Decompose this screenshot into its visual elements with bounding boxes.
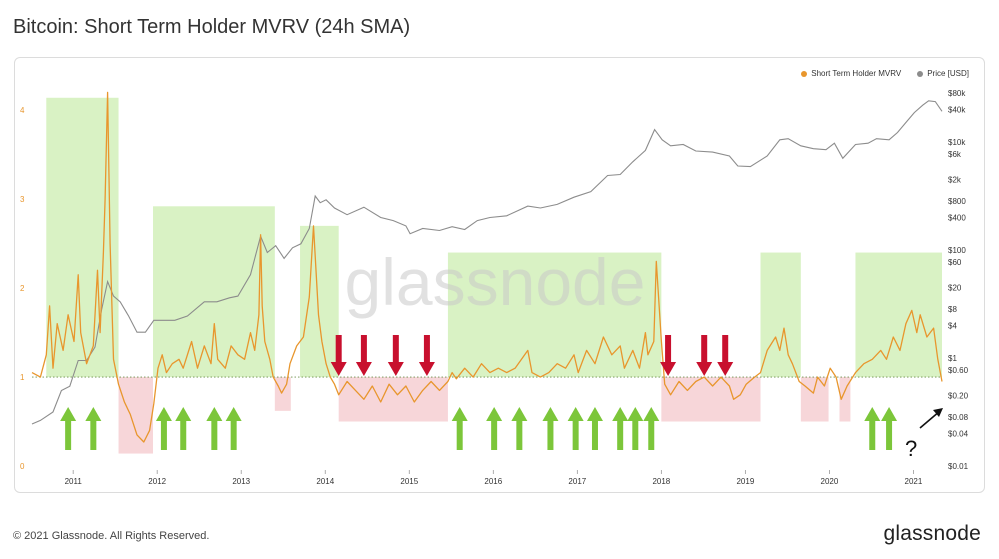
legend-price-label: Price [USD] [927, 69, 969, 78]
legend-item-price[interactable]: Price [USD] [917, 69, 969, 78]
y-right-tick-label: $100 [948, 246, 966, 255]
red-zone [800, 377, 829, 422]
x-tick-label: 2021 [905, 477, 923, 486]
green-zone [46, 97, 119, 378]
glassnode-logo[interactable]: glassnode [883, 522, 981, 545]
y-right-tick-label: $400 [948, 213, 966, 222]
legend-mvrv-dot [801, 70, 808, 77]
down-arrow [660, 335, 677, 376]
y-left-tick-label: 4 [20, 106, 25, 115]
y-left-tick-label: 0 [20, 462, 25, 471]
x-tick-label: 2014 [316, 477, 334, 486]
legend-item-mvrv[interactable]: Short Term Holder MVRV [801, 69, 901, 78]
y-right-tick-label: $800 [948, 197, 966, 206]
green-zone [152, 206, 275, 378]
question-arrow-head [933, 408, 943, 417]
x-tick-label: 2011 [65, 477, 83, 486]
up-arrow [542, 407, 559, 450]
up-arrow [881, 407, 898, 450]
y-right-tick-label: $1 [948, 354, 957, 363]
chart-legend: Short Term Holder MVRV Price [USD] [801, 69, 969, 78]
up-arrow [627, 407, 644, 450]
y-left-tick-label: 1 [20, 373, 25, 382]
up-arrow [586, 407, 603, 450]
green-zone [447, 252, 662, 378]
y-right-tick-label: $40k [948, 105, 966, 114]
up-arrow [60, 407, 77, 450]
up-arrow [155, 407, 172, 450]
down-arrow [717, 335, 734, 376]
y-right-tick-label: $0.20 [948, 392, 969, 401]
y-right-tick-label: $60 [948, 258, 962, 267]
question-mark: ? [905, 436, 917, 461]
x-tick-label: 2012 [148, 477, 166, 486]
x-tick-label: 2018 [652, 477, 670, 486]
copyright-text: © 2021 Glassnode. All Rights Reserved. [13, 530, 210, 542]
up-arrow [85, 407, 102, 450]
watermark-text: glassnode [345, 245, 646, 319]
y-right-tick-label: $6k [948, 150, 962, 159]
legend-price-dot [917, 70, 924, 77]
chart-title: Bitcoin: Short Term Holder MVRV (24h SMA… [13, 16, 411, 38]
mvrv-series-line [31, 91, 943, 443]
green-zone [300, 225, 339, 378]
up-arrow [451, 407, 468, 450]
up-arrow [511, 407, 528, 450]
up-arrow [643, 407, 660, 450]
y-left-tick-label: 3 [20, 195, 25, 204]
up-arrow [612, 407, 629, 450]
down-arrow [418, 335, 435, 376]
green-zone [855, 252, 942, 378]
y-right-tick-label: $8 [948, 305, 957, 314]
y-right-tick-label: $0.04 [948, 429, 969, 438]
x-tick-label: 2019 [736, 477, 754, 486]
up-arrow [206, 407, 223, 450]
up-arrow [567, 407, 584, 450]
up-arrow [175, 407, 192, 450]
y-right-tick-label: $20 [948, 284, 962, 293]
up-arrow [864, 407, 881, 450]
y-right-tick-label: $2k [948, 176, 962, 185]
price-series-line [31, 100, 943, 425]
green-zone [760, 252, 801, 378]
up-arrow [486, 407, 503, 450]
down-arrow [355, 335, 372, 376]
down-arrow [696, 335, 713, 376]
x-tick-label: 2015 [400, 477, 418, 486]
y-right-tick-label: $0.08 [948, 413, 969, 422]
red-zone [839, 377, 851, 422]
y-right-tick-label: $0.60 [948, 366, 969, 375]
red-zone [274, 377, 291, 411]
y-right-tick-label: $4 [948, 321, 957, 330]
x-tick-label: 2013 [232, 477, 250, 486]
y-right-tick-label: $80k [948, 89, 966, 98]
y-right-tick-label: $10k [948, 138, 966, 147]
red-zone [118, 377, 153, 454]
red-zone [338, 377, 448, 422]
x-tick-label: 2016 [484, 477, 502, 486]
y-left-tick-label: 2 [20, 284, 25, 293]
legend-mvrv-label: Short Term Holder MVRV [811, 69, 902, 78]
down-arrow [330, 335, 347, 376]
down-arrow [387, 335, 404, 376]
x-tick-label: 2020 [821, 477, 839, 486]
x-tick-label: 2017 [568, 477, 586, 486]
up-arrow [225, 407, 242, 450]
y-right-tick-label: $0.01 [948, 462, 969, 471]
